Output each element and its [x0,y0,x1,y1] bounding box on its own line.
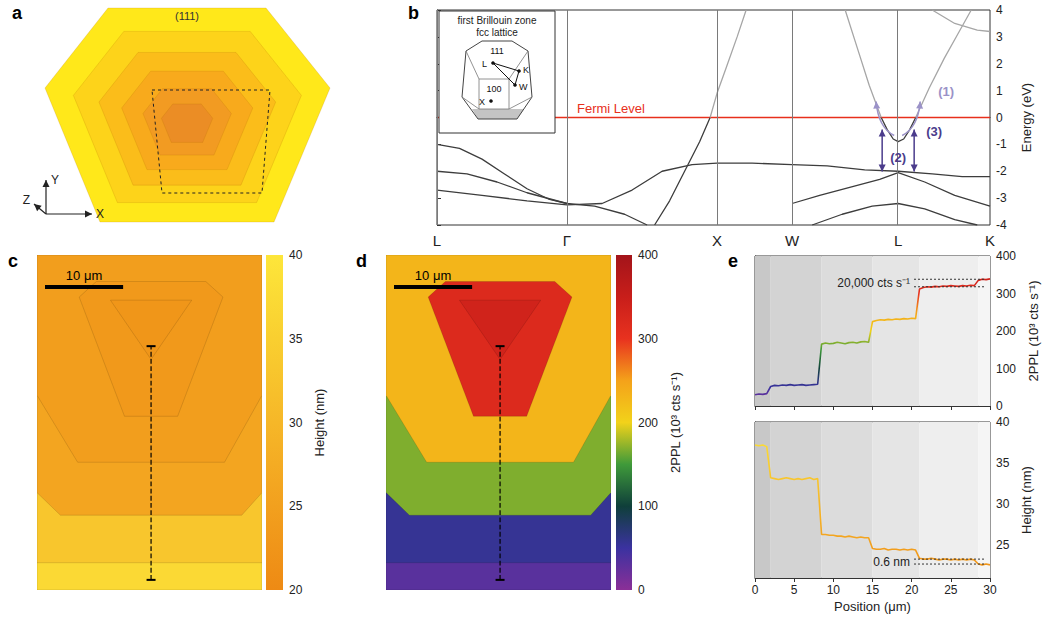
svg-text:300: 300 [996,287,1016,301]
svg-text:first Brillouin zone: first Brillouin zone [458,15,537,26]
svg-text:20,000 cts s⁻¹: 20,000 cts s⁻¹ [837,276,910,290]
svg-text:10 μm: 10 μm [415,268,451,283]
svg-text:30: 30 [983,583,997,597]
svg-text:(111): (111) [175,10,199,22]
svg-text:Y: Y [51,173,59,187]
svg-text:0.6 nm: 0.6 nm [873,555,910,569]
svg-text:L: L [894,232,902,249]
svg-text:fcc lattice: fcc lattice [476,27,518,38]
svg-text:20: 20 [289,583,303,597]
svg-text:100: 100 [638,499,658,513]
svg-text:b: b [408,3,419,23]
svg-text:Height (nm): Height (nm) [1019,466,1034,534]
svg-text:e: e [728,251,738,271]
svg-text:25: 25 [289,499,303,513]
svg-text:0: 0 [752,583,759,597]
svg-text:Height (nm): Height (nm) [312,389,327,457]
svg-text:(3): (3) [926,124,942,139]
svg-text:100: 100 [486,84,501,94]
svg-text:Position (μm): Position (μm) [834,599,911,614]
svg-text:K: K [523,65,529,75]
svg-text:40: 40 [996,415,1010,429]
svg-text:K: K [985,232,995,249]
svg-text:W: W [519,82,528,92]
svg-text:(2): (2) [890,150,906,165]
svg-text:X: X [479,97,485,107]
svg-text:W: W [785,232,800,249]
svg-text:L: L [433,232,441,249]
svg-text:X: X [712,232,722,249]
svg-text:10: 10 [827,583,841,597]
svg-text:30: 30 [996,497,1010,511]
svg-text:25: 25 [944,583,958,597]
svg-text:-1: -1 [996,137,1007,151]
svg-text:40: 40 [289,248,303,262]
svg-text:4: 4 [996,3,1003,17]
svg-text:15: 15 [866,583,880,597]
svg-text:1: 1 [996,84,1003,98]
svg-text:L: L [482,59,487,69]
svg-text:0: 0 [996,399,1003,413]
svg-text:X: X [96,207,104,221]
svg-text:3: 3 [996,30,1003,44]
svg-text:-2: -2 [996,164,1007,178]
svg-text:d: d [356,251,367,271]
svg-text:2PPL (10³ cts s⁻¹): 2PPL (10³ cts s⁻¹) [668,372,683,473]
svg-text:2PPL (10³ cts s⁻¹): 2PPL (10³ cts s⁻¹) [1026,280,1041,381]
svg-text:300: 300 [638,332,658,346]
svg-text:400: 400 [996,249,1016,263]
svg-text:c: c [8,251,18,271]
svg-text:200: 200 [638,416,658,430]
svg-text:2: 2 [996,57,1003,71]
svg-text:-3: -3 [996,191,1007,205]
svg-text:25: 25 [996,538,1010,552]
svg-text:Γ: Γ [563,232,571,249]
svg-text:0: 0 [638,583,645,597]
svg-text:100: 100 [996,362,1016,376]
svg-text:35: 35 [289,332,303,346]
svg-text:Fermi Level: Fermi Level [577,101,645,116]
svg-text:Energy (eV): Energy (eV) [1019,83,1034,152]
svg-text:(1): (1) [938,84,954,99]
svg-text:30: 30 [289,416,303,430]
svg-text:35: 35 [996,456,1010,470]
svg-text:Z: Z [23,193,30,207]
svg-text:400: 400 [638,248,658,262]
svg-text:-4: -4 [996,218,1007,232]
svg-text:111: 111 [490,46,504,56]
svg-text:10 μm: 10 μm [66,268,102,283]
svg-text:a: a [12,3,23,23]
svg-text:5: 5 [791,583,798,597]
svg-text:20: 20 [905,583,919,597]
svg-text:200: 200 [996,324,1016,338]
svg-text:0: 0 [996,111,1003,125]
